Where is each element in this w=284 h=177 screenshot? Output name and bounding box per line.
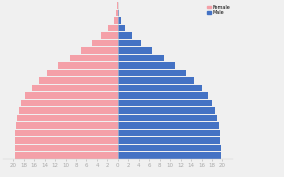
Bar (16, 122, 118, 129)
Bar (15, 152, 118, 159)
Bar (70, 55, 118, 61)
Bar (118, 77, 194, 84)
Bar (118, 115, 217, 121)
Bar (58, 62, 118, 69)
Bar (47, 70, 118, 76)
Bar (118, 47, 152, 54)
Bar (92, 40, 118, 46)
Bar (118, 62, 176, 69)
Bar (101, 32, 118, 39)
Bar (116, 10, 118, 16)
Bar (18, 107, 118, 114)
Legend: Female, Male: Female, Male (207, 4, 230, 16)
Bar (118, 10, 119, 16)
Bar (118, 32, 133, 39)
Bar (81, 47, 118, 54)
Bar (25, 92, 118, 99)
Bar (118, 85, 202, 91)
Bar (118, 55, 164, 61)
Bar (114, 17, 118, 24)
Bar (118, 17, 121, 24)
Bar (117, 2, 118, 9)
Bar (17, 115, 118, 121)
Bar (118, 145, 221, 151)
Bar (39, 77, 118, 84)
Bar (118, 122, 219, 129)
Bar (118, 92, 208, 99)
Bar (118, 130, 220, 136)
Bar (118, 152, 221, 159)
Bar (118, 100, 212, 106)
Bar (15, 130, 118, 136)
Bar (32, 85, 118, 91)
Bar (118, 70, 186, 76)
Bar (118, 40, 141, 46)
Bar (118, 107, 215, 114)
Bar (15, 145, 118, 151)
Bar (108, 25, 118, 31)
Bar (118, 137, 220, 144)
Bar (21, 100, 118, 106)
Bar (15, 137, 118, 144)
Bar (118, 25, 125, 31)
